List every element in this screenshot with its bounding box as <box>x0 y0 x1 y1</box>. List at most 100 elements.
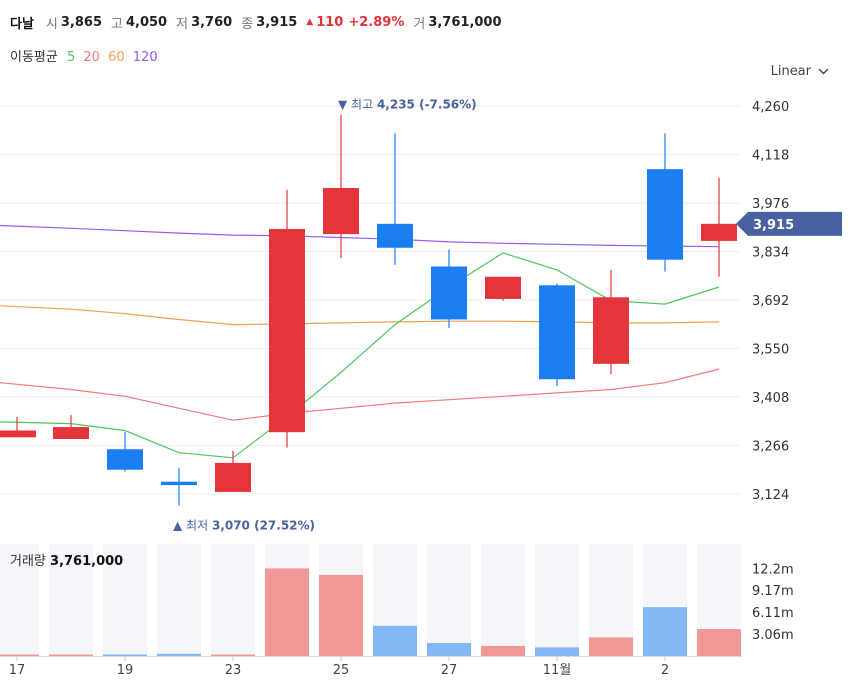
candle <box>107 432 143 472</box>
low-value: 3,760 <box>191 14 233 30</box>
high-label: 고 <box>111 16 123 32</box>
change-percent: +2.89% <box>348 14 405 30</box>
ma-120-line <box>0 224 720 248</box>
ma-20-line <box>0 368 720 421</box>
ma-5-line <box>0 252 720 459</box>
current-price-tag-label: 3,915 <box>753 218 794 233</box>
volume-bar <box>49 654 93 656</box>
up-triangle-icon: ▲ <box>306 17 314 27</box>
candle <box>647 133 683 272</box>
volume-bar <box>157 653 201 656</box>
price-tick-label: 3,550 <box>752 343 789 358</box>
x-tick-label: 2 <box>661 663 669 678</box>
volume-column-background <box>481 544 525 656</box>
candle <box>215 450 251 492</box>
chevron-down-icon <box>818 68 829 75</box>
candle <box>269 189 305 448</box>
ma-5-label: 5 <box>66 50 76 65</box>
price-tick-label: 4,260 <box>752 100 789 115</box>
candle <box>161 468 197 506</box>
volume-bar <box>211 654 255 656</box>
candle-body <box>647 169 683 260</box>
candle <box>593 269 629 375</box>
price-tick-label: 3,976 <box>752 197 789 212</box>
low-annotation: ▲ 최저 3,070 (27.52%) <box>173 519 315 533</box>
low-label: 저 <box>176 16 189 32</box>
x-tick-label: 19 <box>117 663 134 678</box>
close-value: 3,915 <box>256 14 298 30</box>
volume-bar <box>697 628 741 656</box>
candle-body <box>539 285 575 380</box>
volume-tick-label: 9.17m <box>752 584 794 599</box>
volume-bar <box>589 637 633 656</box>
candle <box>539 283 575 387</box>
volume-panel-value: 3,761,000 <box>50 554 124 569</box>
ma-120-label: 120 <box>132 50 158 65</box>
candle-body <box>107 449 143 470</box>
x-tick-label: 17 <box>9 663 26 678</box>
volume-bar <box>535 647 579 656</box>
volume-bar <box>481 645 525 656</box>
candle <box>0 416 36 438</box>
volume-column-background <box>535 544 579 656</box>
ma-20-label: 20 <box>83 50 100 65</box>
x-tick-label: 27 <box>441 663 458 678</box>
volume-panel-label: 거래량 <box>10 554 46 569</box>
close-label: 종 <box>241 16 254 32</box>
scale-selector-label: Linear <box>770 64 811 79</box>
volume-bar <box>643 607 687 656</box>
volume-tick-label: 12.2m <box>752 562 794 577</box>
volume-bar <box>319 574 363 656</box>
open-label: 시 <box>45 16 58 32</box>
candle-body <box>485 276 521 299</box>
volume-column-background <box>211 544 255 656</box>
ma-60-label: 60 <box>108 50 125 65</box>
candle-body <box>323 187 359 235</box>
candle <box>701 177 737 277</box>
price-tick-label: 3,408 <box>752 391 789 406</box>
high-value: 4,050 <box>125 14 168 30</box>
current-price-tag <box>736 211 842 236</box>
candle-body <box>53 427 89 440</box>
candle-body <box>701 223 737 241</box>
price-summary-header: 다날 시 3,865 고 4,050 저 3,760 종 3,915 ▲ 110… <box>10 11 511 33</box>
volume-column-background <box>427 544 471 656</box>
volume-value: 3,761,000 <box>428 14 502 30</box>
candle-body <box>161 481 197 486</box>
volume-column-background <box>103 544 147 656</box>
scale-selector[interactable]: Linear <box>771 64 829 79</box>
candle-body <box>593 297 629 364</box>
volume-label: 거 <box>413 16 426 32</box>
candle <box>485 276 521 301</box>
moving-average-legend[interactable]: 이동평균 5 20 60 120 <box>10 46 162 65</box>
candle <box>431 249 467 329</box>
volume-bar <box>0 654 39 656</box>
candle <box>53 415 89 440</box>
candle-body <box>215 462 251 492</box>
candle <box>377 133 413 265</box>
x-tick-label: 25 <box>333 663 350 678</box>
stock-name: 다날 <box>10 16 34 32</box>
volume-bar <box>103 654 147 656</box>
volume-bar <box>373 625 417 656</box>
candle-body <box>0 430 36 438</box>
volume-panel-title: 거래량 3,761,000 <box>10 550 123 569</box>
price-tick-label: 3,834 <box>752 246 789 261</box>
volume-tick-label: 3.06m <box>752 628 794 643</box>
volume-column-background <box>49 544 93 656</box>
candle <box>323 114 359 258</box>
candle-body <box>431 266 467 320</box>
price-tick-label: 3,692 <box>752 294 789 309</box>
volume-column-background <box>0 544 39 656</box>
volume-column-background <box>157 544 201 656</box>
price-tick-label: 3,124 <box>752 488 789 503</box>
price-tick-label: 4,118 <box>752 149 789 164</box>
volume-bar <box>427 643 471 656</box>
open-value: 3,865 <box>60 14 103 30</box>
change-value: 110 <box>316 14 344 30</box>
x-tick-label: 23 <box>225 663 242 678</box>
volume-bar <box>265 568 309 656</box>
candle-body <box>269 228 305 433</box>
volume-tick-label: 6.11m <box>752 606 794 621</box>
